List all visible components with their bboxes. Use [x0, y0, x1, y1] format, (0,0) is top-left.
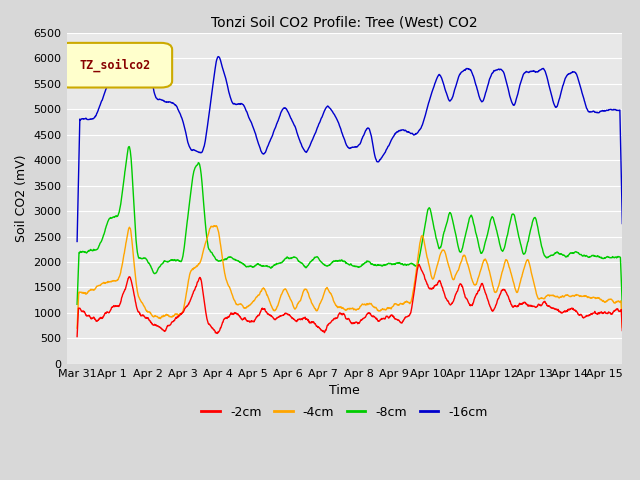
FancyBboxPatch shape — [58, 43, 172, 87]
-16cm — [143, 51, 150, 57]
-8cm — [101, 228, 109, 234]
-2cm — [603, 311, 611, 316]
-8cm — [603, 254, 611, 260]
-8cm — [603, 254, 611, 260]
-4cm — [324, 287, 332, 292]
Line: -2cm: -2cm — [77, 264, 622, 336]
-16cm — [324, 103, 332, 109]
-2cm — [339, 312, 346, 318]
Line: -8cm: -8cm — [77, 146, 622, 307]
-16cm — [339, 132, 346, 137]
-2cm — [324, 323, 332, 328]
-4cm — [603, 299, 611, 304]
Y-axis label: Soil CO2 (mV): Soil CO2 (mV) — [15, 155, 28, 242]
-2cm — [101, 311, 109, 316]
-2cm — [618, 328, 626, 334]
-4cm — [503, 257, 511, 263]
Text: TZ_soilco2: TZ_soilco2 — [80, 59, 151, 72]
-2cm — [415, 262, 422, 267]
-8cm — [339, 258, 346, 264]
Line: -16cm: -16cm — [77, 54, 622, 241]
-16cm — [73, 239, 81, 244]
-4cm — [603, 298, 611, 304]
-4cm — [73, 325, 81, 331]
-4cm — [101, 280, 109, 286]
X-axis label: Time: Time — [329, 384, 360, 397]
-16cm — [618, 221, 626, 227]
-16cm — [603, 108, 611, 113]
-8cm — [618, 304, 626, 310]
-4cm — [210, 223, 218, 228]
Title: Tonzi Soil CO2 Profile: Tree (West) CO2: Tonzi Soil CO2 Profile: Tree (West) CO2 — [211, 15, 477, 29]
-4cm — [339, 305, 346, 311]
-8cm — [125, 144, 133, 149]
-8cm — [73, 301, 81, 307]
-16cm — [101, 89, 109, 95]
-4cm — [618, 324, 626, 330]
-8cm — [503, 235, 511, 240]
-8cm — [324, 263, 332, 269]
-2cm — [603, 311, 611, 316]
Line: -4cm: -4cm — [77, 226, 622, 328]
-2cm — [503, 290, 511, 296]
-16cm — [603, 107, 611, 113]
-16cm — [503, 81, 511, 86]
-2cm — [73, 334, 81, 339]
Legend: -2cm, -4cm, -8cm, -16cm: -2cm, -4cm, -8cm, -16cm — [196, 401, 493, 424]
